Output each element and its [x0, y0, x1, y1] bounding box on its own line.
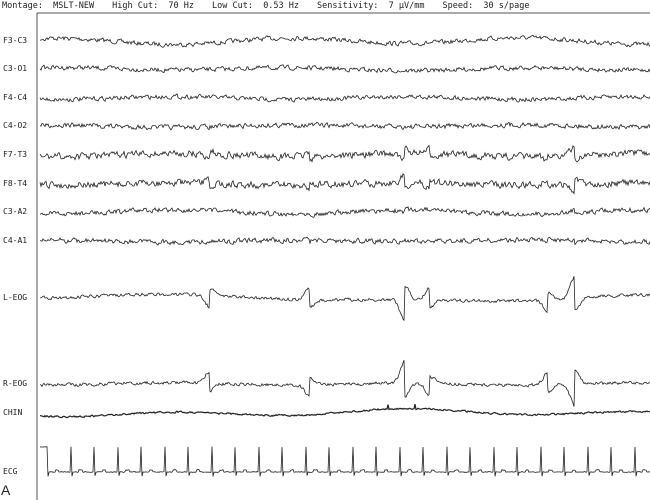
recording-settings-header: Montage: MSLT-NEW High Cut: 70 Hz Low Cut:…: [2, 1, 547, 11]
trace-f8-t4: [39, 173, 650, 195]
sensitivity-label: Sensitivity: 7 µV/mm: [317, 1, 425, 11]
channel-label-r-eog: R-EOG: [3, 379, 28, 388]
trace-chin: [39, 403, 650, 419]
channel-label-l-eog: L-EOG: [3, 293, 28, 302]
trace-ecg: [39, 446, 650, 477]
low-cut-label: Low Cut: 0.53 Hz: [212, 1, 300, 11]
trace-c3-a2: [39, 206, 650, 218]
channel-label-ecg: ECG: [3, 467, 18, 476]
channel-label-c3-a2: C3-A2: [3, 207, 28, 216]
trace-r-eog: [39, 360, 650, 407]
trace-f3-c3: [39, 34, 650, 48]
speed-label: Speed: 30 s/page: [442, 1, 530, 11]
channel-label-c4-a1: C4-A1: [3, 236, 28, 245]
channel-label-f4-c4: F4-C4: [3, 93, 28, 102]
channel-label-chin: CHIN: [3, 408, 23, 417]
trace-f4-c4: [39, 93, 650, 103]
high-cut-label: High Cut: 70 Hz: [112, 1, 195, 11]
trace-f7-t3: [39, 144, 650, 163]
trace-c3-o1: [39, 64, 650, 74]
channel-label-f3-c3: F3-C3: [3, 36, 28, 45]
channel-label-c3-o1: C3-O1: [3, 64, 28, 73]
channel-label-f7-t3: F7-T3: [3, 150, 28, 159]
channel-label-f8-t4: F8-T4: [3, 179, 28, 188]
trace-c4-o2: [39, 121, 650, 131]
trace-c4-a1: [39, 236, 650, 246]
channel-label-c4-o2: C4-O2: [3, 121, 28, 130]
panel-letter: A: [1, 482, 11, 498]
trace-l-eog: [39, 276, 650, 322]
montage-label: Montage: MSLT-NEW: [2, 1, 95, 11]
